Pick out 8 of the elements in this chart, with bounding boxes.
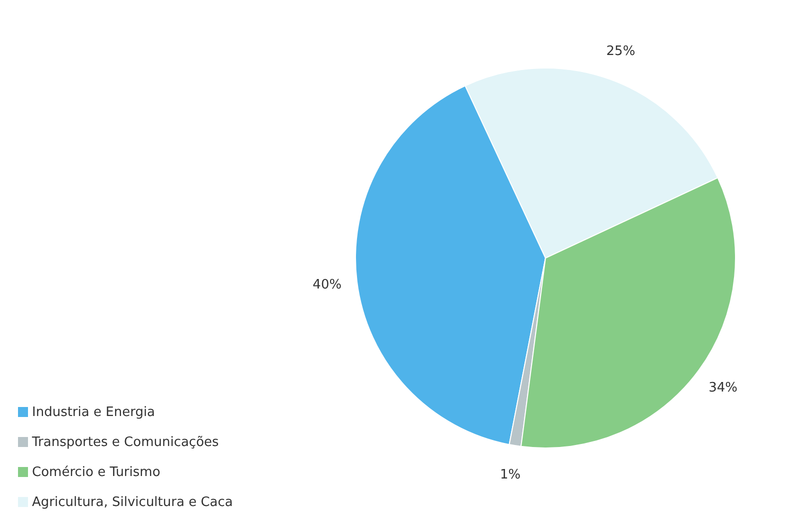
- legend-label: Comércio e Turismo: [32, 465, 160, 480]
- data-label: 40%: [312, 277, 342, 292]
- legend-label: Agricultura, Silvicultura e Caca: [32, 495, 233, 510]
- legend-label: Transportes e Comunicações: [32, 435, 219, 450]
- legend-label: Industria e Energia: [32, 405, 156, 420]
- data-label: 25%: [606, 44, 636, 59]
- data-label: 34%: [708, 380, 738, 396]
- data-label: 1%: [500, 468, 521, 483]
